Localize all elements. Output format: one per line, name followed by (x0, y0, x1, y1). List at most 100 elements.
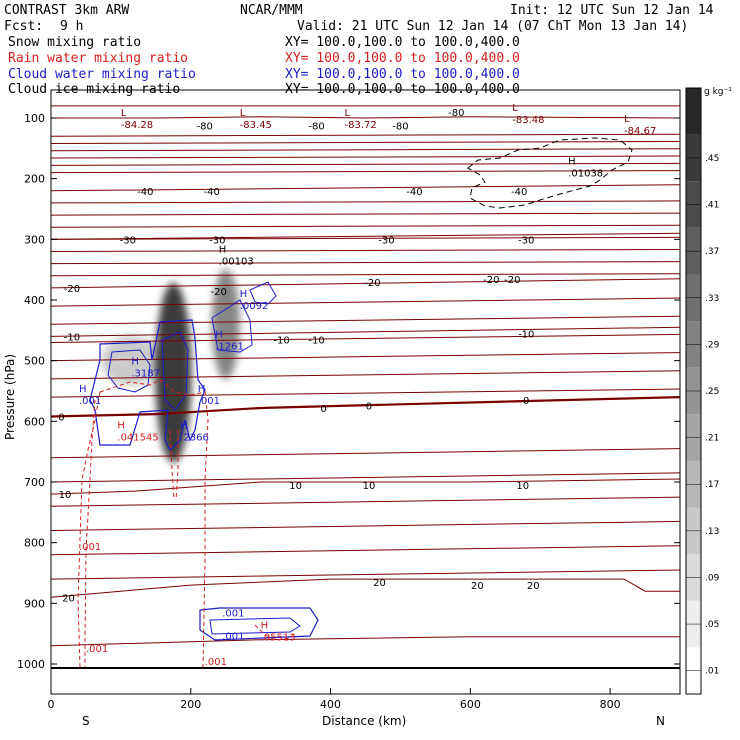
y-tick-label: 400 (24, 294, 45, 307)
temperature-contour (51, 232, 680, 240)
y-axis-label: Pressure (hPa) (3, 354, 17, 440)
center-title: NCAR/MMM (240, 3, 303, 18)
temperature-contour (51, 448, 680, 459)
extremum-value: -83.48 (512, 115, 544, 126)
temperature-contour (51, 478, 680, 495)
temperature-contour (51, 133, 680, 137)
temperature-contour (51, 326, 680, 337)
extremum-value: .001 (79, 396, 101, 407)
temperature-contour (51, 273, 680, 277)
extremum-value: -84.28 (121, 120, 153, 131)
y-tick-label: 300 (24, 233, 45, 246)
y-tick-label: 800 (24, 537, 45, 550)
temperature-contour-label: -30 (120, 235, 136, 246)
rain-contour-3 (84, 399, 96, 668)
extremum-value: .1261 (215, 341, 244, 352)
colorbar: .01 .05 .09 .13 .17 .21 .25 .29 .33 .37 .41 .45 (685, 87, 720, 695)
temperature-contour (51, 396, 680, 418)
temperature-contour-label: -10 (308, 335, 324, 346)
x-axis-north: N (656, 714, 665, 728)
extremum-marker: L (345, 108, 351, 119)
temperature-contour-label: -40 (204, 187, 220, 198)
temperature-contour (51, 170, 680, 174)
temperature-contour (51, 162, 680, 166)
cloud-ice-contour (467, 137, 633, 209)
temperature-contour-label: 10 (516, 481, 529, 492)
legend-xy-cloud-water: XY= 100.0,100.0 to 100.0,400.0 (285, 67, 520, 82)
colorbar-tick-label: .01 (705, 667, 719, 677)
cloud-water-contour-low-inner (209, 617, 301, 635)
temperature-contour-label: -10 (273, 335, 289, 346)
y-tick-label: 900 (24, 597, 45, 610)
extremum-marker: H (240, 289, 248, 300)
x-axis-south: S (82, 714, 90, 728)
temperature-contour (51, 370, 680, 380)
extremum-value: -83.72 (345, 120, 377, 131)
extremum-value: .041545 (117, 432, 158, 443)
x-axis-label: Distance (km) (322, 714, 406, 728)
temperature-contour-label: -80 (308, 121, 324, 132)
temperature-contour (51, 496, 680, 507)
temperature-contour-label: -20 (64, 284, 80, 295)
temperature-contour (51, 315, 680, 325)
extremum-marker: H (261, 621, 269, 632)
extremum-value: .2366 (180, 432, 209, 443)
fcst-label: Fcst: (4, 19, 43, 34)
colorbar-tick-label: .29 (705, 340, 720, 350)
temperature-contour-label: -20 (211, 287, 227, 298)
cloud-water-contour-core (161, 331, 189, 411)
y-tick-label: 700 (24, 476, 45, 489)
colorbar-unit: g kg⁻¹ (704, 87, 732, 97)
temperature-contour (51, 297, 680, 307)
temperature-contours (51, 105, 680, 647)
snow-core (101, 335, 162, 386)
temperature-contour (51, 388, 680, 398)
colorbar-tick-label: .45 (705, 154, 719, 164)
contour-label: .001 (222, 632, 244, 643)
temperature-contour-label: 10 (289, 481, 302, 492)
temperature-contour-label: -10 (64, 332, 80, 343)
temperature-contour (51, 636, 680, 647)
temperature-contour-label: -30 (378, 235, 394, 246)
temperature-contour-label: 20 (62, 593, 75, 604)
temperature-contour-label: -10 (518, 329, 534, 340)
extremum-marker: L (512, 103, 518, 114)
extremum-value: .3187 (131, 369, 160, 380)
temperature-contour (51, 116, 680, 119)
temperature-contour (51, 155, 680, 159)
extremum-marker: H (131, 357, 139, 368)
temperature-contour (51, 224, 680, 228)
temperature-contour-label: -80 (197, 121, 213, 132)
temperature-contour (51, 261, 680, 265)
temperature-contour-label: -30 (518, 235, 534, 246)
cloud-water-contour-inner (107, 349, 151, 393)
temperature-contour-label: -80 (448, 108, 464, 119)
colorbar-tick-label: .05 (705, 620, 719, 630)
x-tick-label: 0 (48, 698, 55, 711)
contour-labels: -80 -80 -80-80-40 -40 -40 -40-30 -30 -30 -30-20-… (58, 103, 656, 668)
init-time: Init: 12 UTC Sun 12 Jan 14 (510, 3, 714, 18)
colorbar-tick-label: .17 (705, 480, 719, 490)
temperature-contour (51, 569, 680, 580)
temperature-contour-label: -20 (483, 275, 499, 286)
extremum-marker: H (180, 420, 188, 431)
temperature-contour-label: 0 (320, 404, 326, 415)
y-tick-label: 600 (24, 415, 45, 428)
temperature-contour-label: -40 (511, 187, 527, 198)
extremum-marker: H (117, 420, 125, 431)
extremum-marker: H (568, 157, 576, 168)
contour-label: .001 (222, 609, 244, 620)
plot-frame (50, 89, 681, 695)
temperature-contour-label: 20 (527, 581, 540, 592)
colorbar-tick-label: .41 (705, 201, 719, 211)
extremum-marker: H (79, 384, 87, 395)
temperature-contour-label: 0 (366, 402, 372, 413)
temperature-contour (51, 140, 680, 144)
extremum-marker: L (240, 108, 246, 119)
temperature-contour-label: 10 (59, 490, 72, 501)
extremum-value: .0092 (240, 301, 269, 312)
extremum-marker: H (219, 245, 227, 256)
legend-label-rain: Rain water mixing ratio (8, 51, 188, 66)
extremum-value: -84.67 (624, 126, 656, 137)
